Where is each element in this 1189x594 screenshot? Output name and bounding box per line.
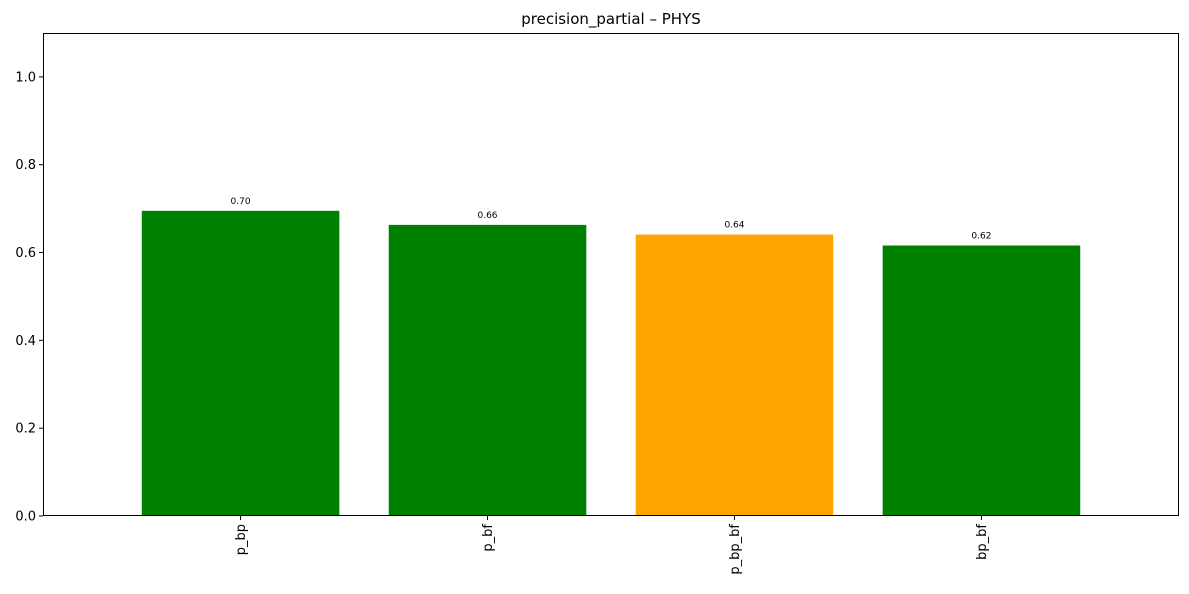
x-tick-label-bp_bf: bp_bf [975,524,990,560]
y-tick-label: 0.8 [15,158,36,173]
x-tick-label-p_bf: p_bf [481,524,496,552]
chart-title: precision_partial – PHYS [521,10,701,29]
x-tick-label-p_bp_bf: p_bp_bf [728,524,743,575]
value-label-p_bp: 0.70 [231,197,251,207]
bar-p_bp_bf [635,234,834,516]
plot-frame [43,33,1179,516]
bars-layer: 0.70 0.66 0.64 0.62 [141,197,1081,516]
y-tick-label: 0.0 [15,510,36,525]
value-label-p_bf: 0.66 [477,211,497,221]
y-tick-label: 0.2 [15,422,36,437]
bar-p_bf [388,224,587,516]
x-axis: p_bp p_bf p_bp_bf bp_bf [234,516,990,575]
y-tick-label: 1.0 [15,70,36,85]
x-tick-label-p_bp: p_bp [234,524,249,555]
value-label-p_bp_bf: 0.64 [724,221,744,231]
y-tick-label: 0.4 [15,334,36,349]
bar-bp_bf [882,245,1081,516]
y-axis: 0.0 0.2 0.4 0.6 0.8 1.0 [15,70,43,525]
value-label-bp_bf: 0.62 [971,232,991,242]
bar-p_bp [141,210,340,516]
y-tick-label: 0.6 [15,246,36,261]
